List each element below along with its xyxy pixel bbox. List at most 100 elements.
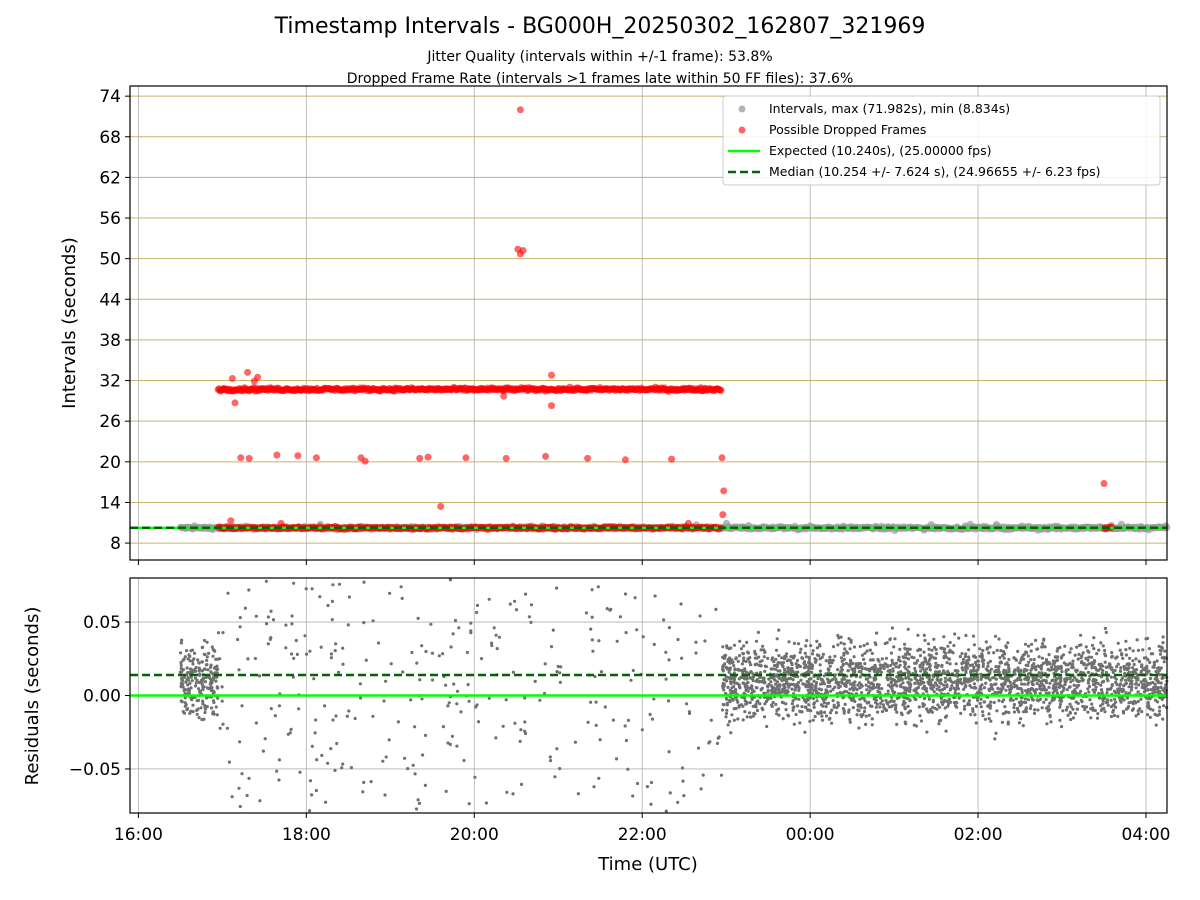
residual-point xyxy=(200,645,204,650)
residual-point xyxy=(739,668,744,673)
residual-point xyxy=(667,626,672,630)
residual-point xyxy=(787,640,791,644)
residual-point xyxy=(1159,666,1163,670)
residual-point xyxy=(1127,701,1131,705)
residual-point xyxy=(649,780,654,785)
residual-point xyxy=(1041,678,1045,683)
residual-point xyxy=(593,674,597,679)
residual-point xyxy=(886,702,890,706)
residual-point xyxy=(423,733,428,738)
residual-point xyxy=(955,669,960,673)
residual-point xyxy=(743,677,747,681)
residual-point xyxy=(188,659,192,663)
residual-point xyxy=(188,654,192,659)
residual-point xyxy=(731,698,735,702)
residual-point xyxy=(899,670,903,674)
residual-point xyxy=(1094,681,1098,685)
residual-point xyxy=(1097,696,1101,700)
residual-point xyxy=(987,676,991,680)
residual-point xyxy=(880,709,885,714)
residual-point xyxy=(1120,652,1124,656)
residual-point xyxy=(1068,702,1072,706)
residual-point xyxy=(769,667,773,671)
residual-point xyxy=(874,701,878,705)
residual-point xyxy=(475,610,479,615)
residual-point xyxy=(201,699,205,703)
residual-point xyxy=(205,686,210,690)
residual-point xyxy=(1001,686,1005,690)
residual-point xyxy=(1155,713,1159,717)
residual-point xyxy=(782,690,787,695)
residual-point xyxy=(759,679,763,684)
residual-point xyxy=(698,614,702,618)
residual-point xyxy=(1090,666,1094,670)
residual-point xyxy=(195,712,199,716)
residual-point xyxy=(906,627,910,631)
residual-point xyxy=(1152,662,1156,667)
residual-point xyxy=(1119,678,1123,682)
residual-point xyxy=(1135,678,1140,682)
residual-point xyxy=(1071,690,1075,694)
residual-point xyxy=(875,685,880,689)
residual-point xyxy=(988,659,993,663)
residual-point xyxy=(1105,700,1110,704)
residual-point xyxy=(939,678,943,682)
residual-point xyxy=(783,685,787,690)
residual-point xyxy=(939,682,943,686)
residual-point xyxy=(901,655,906,660)
residual-point xyxy=(945,714,949,718)
residual-point xyxy=(1103,660,1107,664)
residual-point xyxy=(767,677,771,681)
residual-point xyxy=(1146,701,1150,705)
residual-point xyxy=(889,680,893,684)
residual-point xyxy=(289,652,294,656)
residual-point xyxy=(930,710,934,714)
residual-point xyxy=(1099,641,1103,645)
residual-point xyxy=(195,699,199,703)
residual-point xyxy=(714,607,718,612)
residual-point xyxy=(1037,671,1041,675)
residual-point xyxy=(790,662,794,667)
residual-point xyxy=(652,697,656,701)
residual-point xyxy=(263,737,267,741)
residual-point xyxy=(854,662,858,666)
residual-point xyxy=(1025,691,1029,695)
dropped-frame-point xyxy=(244,368,252,376)
residual-point xyxy=(467,802,471,806)
residual-point xyxy=(907,686,911,690)
residual-point xyxy=(538,698,542,702)
residual-point xyxy=(736,717,740,721)
residual-point xyxy=(462,758,466,763)
residual-point xyxy=(336,670,341,674)
residual-point xyxy=(808,663,812,668)
residual-point xyxy=(791,699,795,703)
residual-point xyxy=(1020,688,1024,692)
residual-point xyxy=(877,683,881,687)
residual-point xyxy=(730,689,735,694)
residual-point xyxy=(294,638,298,643)
dropped-frame-point xyxy=(1100,480,1108,487)
residual-point xyxy=(573,740,578,744)
residual-point xyxy=(986,661,990,665)
residual-point xyxy=(744,688,748,692)
residual-point xyxy=(785,652,789,656)
residual-point xyxy=(1118,648,1122,652)
residual-point xyxy=(592,785,596,789)
residual-point xyxy=(971,663,975,667)
residual-point xyxy=(1053,665,1057,669)
residual-point xyxy=(649,802,653,806)
residual-point xyxy=(597,776,601,780)
residual-point xyxy=(758,660,762,664)
residual-point xyxy=(1124,648,1128,652)
residual-point xyxy=(1007,710,1011,715)
intervals-ytick-label-7: 50 xyxy=(99,250,121,270)
residual-point xyxy=(1022,710,1026,714)
residual-point xyxy=(996,668,1001,672)
residual-point xyxy=(403,756,407,760)
residual-point xyxy=(383,793,387,797)
residual-point xyxy=(1006,676,1010,680)
residual-point xyxy=(1064,708,1068,712)
residual-point xyxy=(945,661,949,665)
dropped-frame-point xyxy=(231,399,239,407)
residual-point xyxy=(862,709,867,714)
